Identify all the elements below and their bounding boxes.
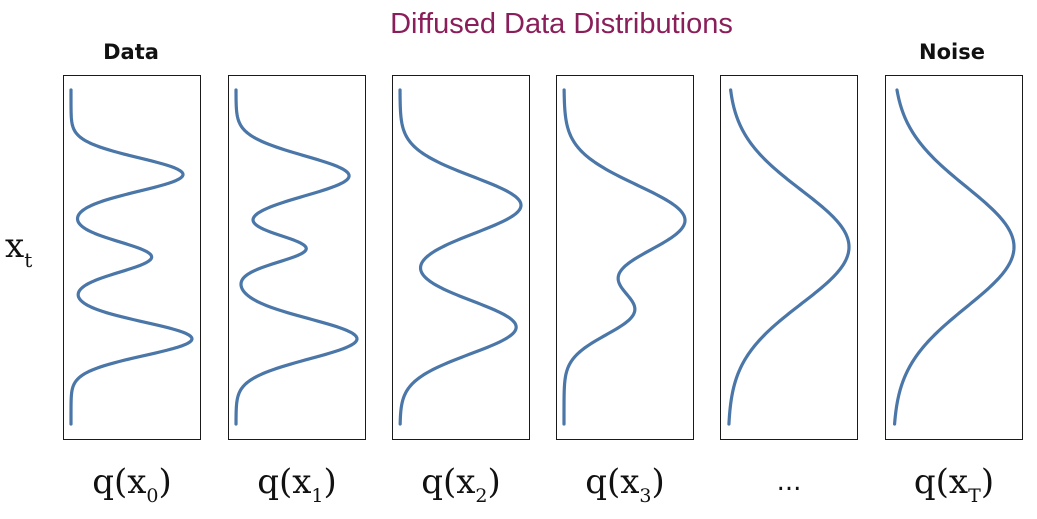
label-q-x0: q(x0) — [92, 462, 172, 507]
label-ellipsis: ... — [776, 467, 802, 497]
label-q-x3: q(x3) — [585, 462, 665, 507]
noise-column-header: Noise — [919, 40, 985, 64]
density-curve-xT — [892, 88, 1016, 426]
distribution-panel-x1 — [228, 75, 366, 440]
distribution-panel-x0 — [63, 75, 201, 440]
density-curve-x1 — [234, 88, 359, 426]
distribution-panel-x2 — [392, 75, 530, 440]
data-column-header: Data — [103, 40, 159, 64]
density-curve-x2 — [398, 88, 523, 426]
xt-axis-label-base: x — [5, 226, 25, 266]
label-q-xT: q(xT) — [913, 462, 995, 507]
density-curve-xdots — [727, 88, 851, 426]
distribution-panel-x3 — [556, 75, 694, 440]
label-q-x1: q(x1) — [257, 462, 337, 507]
density-curve-x0 — [69, 88, 194, 426]
density-curve-x3 — [562, 88, 687, 426]
distribution-panel-xdots — [720, 75, 858, 440]
xt-axis-label: xt — [5, 226, 33, 272]
xt-axis-label-subscript: t — [24, 248, 33, 272]
label-q-x2: q(x2) — [421, 462, 501, 507]
distribution-panel-xT — [885, 75, 1023, 440]
diagram-title: Diffused Data Distributions — [390, 8, 733, 40]
